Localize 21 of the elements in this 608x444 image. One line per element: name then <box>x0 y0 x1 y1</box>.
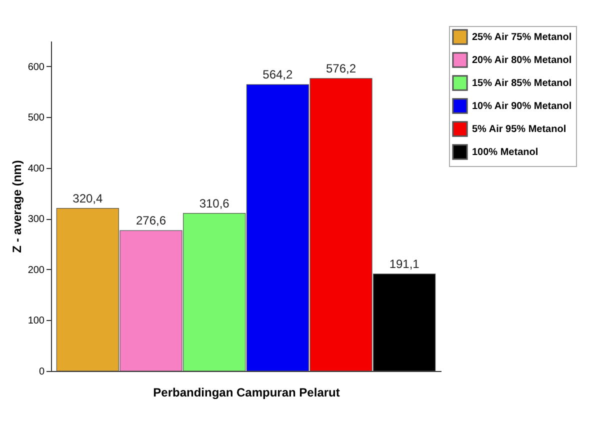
legend-label: 5% Air 95% Metanol <box>472 124 566 135</box>
legend-label: 10% Air 90% Metanol <box>472 101 572 112</box>
legend-label: 25% Air 75% Metanol <box>472 32 572 43</box>
legend-label: 100% Metanol <box>472 147 538 158</box>
data-label: 191,1 <box>389 256 420 271</box>
data-label: 276,6 <box>136 214 166 228</box>
y-tick-label: 500 <box>28 112 45 124</box>
x-axis-title: Perbandingan Campuran Pelarut <box>153 386 340 400</box>
y-tick-label: 300 <box>28 214 45 226</box>
data-label: 564,2 <box>262 68 294 82</box>
y-tick-label: 400 <box>28 163 45 174</box>
y-axis-title: Z - average (nm) <box>10 160 24 253</box>
y-tick-label: 0 <box>38 366 45 378</box>
data-label: 320,4 <box>72 191 104 206</box>
data-label: 310,6 <box>199 196 230 210</box>
y-tick-label: 100 <box>28 316 45 327</box>
y-tick-label: 600 <box>28 62 45 73</box>
legend-label: 20% Air 80% Metanol <box>472 55 572 66</box>
y-tick-label: 200 <box>28 264 45 276</box>
legend-label: 15% Air 85% Metanol <box>472 78 572 89</box>
data-label: 576,2 <box>326 61 356 76</box>
